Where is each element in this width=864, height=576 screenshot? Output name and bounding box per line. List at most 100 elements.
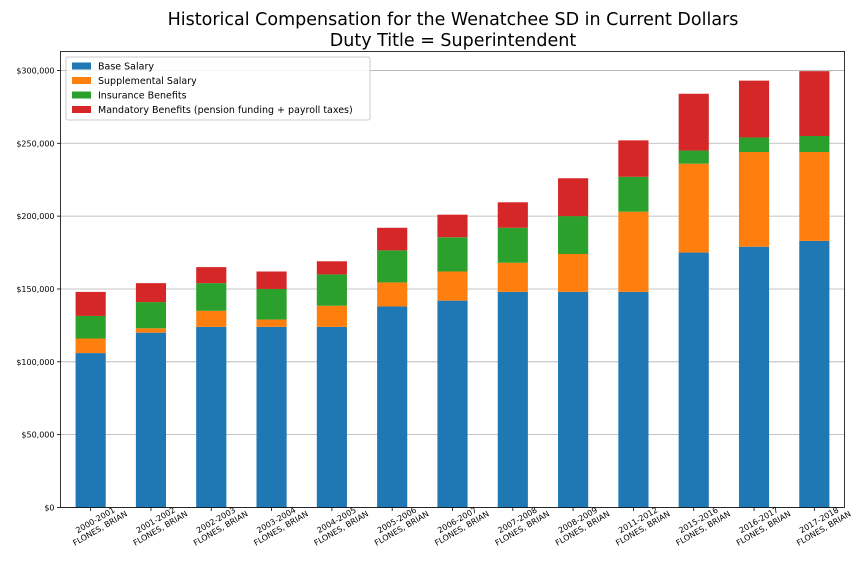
y-tick-label: $250,000 (16, 139, 54, 148)
x-tick-label: 2003-2004FLONES, BRIAN (248, 501, 310, 548)
bar-segment (377, 250, 408, 283)
x-tick-label: 2011-2012FLONES, BRIAN (609, 501, 671, 548)
legend-label: Base Salary (98, 62, 154, 73)
x-tick-label: 2001-2002FLONES, BRIAN (127, 501, 189, 548)
bar-segment (437, 271, 468, 301)
legend-label: Mandatory Benefits (pension funding + pa… (98, 105, 353, 116)
bar-stack (497, 202, 528, 508)
bar-segment (558, 291, 589, 508)
y-tick-label: $0 (44, 504, 54, 513)
bar-segment (678, 93, 709, 151)
bar-segment (196, 283, 227, 311)
bar-segment (558, 178, 589, 217)
bar-segment (75, 315, 106, 339)
bar-segment (799, 71, 830, 136)
bar-stack (196, 267, 227, 508)
bar-stack (75, 291, 106, 508)
bar-segment (738, 137, 770, 153)
y-tick-label: $200,000 (16, 212, 54, 221)
bar-segment (256, 271, 287, 289)
bar-segment (558, 254, 589, 292)
bar-stack (135, 283, 167, 508)
bar-segment (437, 300, 468, 508)
bar-stack (377, 227, 408, 508)
y-axis: $0 $50,000 $100,000 $150,000 $200,000 $250,00… (16, 66, 61, 513)
bar-segment (799, 240, 830, 508)
bar-segment (256, 319, 287, 327)
bar-segment (799, 135, 830, 153)
bar-segment (135, 332, 167, 508)
bar-segment (135, 302, 167, 329)
bar-segment (437, 214, 468, 238)
bar-segment (678, 252, 709, 508)
bar-segment (618, 176, 649, 212)
bar-stack (437, 214, 468, 508)
bar-segment (437, 237, 468, 272)
bar-segment (618, 211, 649, 292)
bar-segment (135, 283, 167, 303)
bar-segment (678, 163, 709, 253)
chart-title: Historical Compensation for the Wenatche… (168, 10, 739, 30)
bar-segment (497, 227, 528, 263)
bar-segment (316, 274, 347, 306)
y-tick-label: $50,000 (21, 431, 54, 440)
x-tick-label: 2004-2005FLONES, BRIAN (308, 501, 370, 548)
chart-subtitle: Duty Title = Superintendent (330, 31, 577, 51)
bar-stack (678, 93, 709, 508)
bar-stack (256, 271, 287, 508)
x-tick-label: 2006-2007FLONES, BRIAN (429, 501, 491, 548)
legend-box (65, 56, 371, 121)
x-tick-label: 2007-2008FLONES, BRIAN (489, 501, 551, 548)
bar-segment (377, 306, 408, 508)
bar-segment (196, 267, 227, 284)
bars (75, 71, 830, 508)
y-tick-label: $300,000 (16, 66, 54, 75)
bar-segment (135, 328, 167, 333)
bar-segment (738, 152, 770, 247)
bar-segment (558, 216, 589, 255)
bar-segment (75, 353, 106, 508)
bar-stack (738, 80, 770, 508)
bar-segment (75, 291, 106, 316)
bar-stack (618, 140, 649, 508)
legend-swatch (72, 91, 91, 99)
y-tick-label: $100,000 (16, 358, 54, 367)
x-tick-label: 2002-2003FLONES, BRIAN (187, 501, 249, 548)
x-tick-label: 2008-2009FLONES, BRIAN (549, 501, 611, 548)
x-axis: 2000-2001FLONES, BRIAN 2001-2002FLONES, B… (67, 501, 852, 548)
bar-segment (618, 140, 649, 177)
bar-stack (799, 71, 830, 508)
bar-segment (738, 80, 770, 138)
bar-segment (497, 291, 528, 508)
bar-segment (377, 282, 408, 307)
bar-segment (497, 202, 528, 228)
bar-segment (377, 227, 408, 251)
x-tick-label: 2017-2018FLONES, BRIAN (790, 501, 852, 548)
bar-segment (678, 150, 709, 164)
bar-stack (558, 178, 589, 508)
x-tick-label: 2000-2001FLONES, BRIAN (67, 501, 129, 548)
bar-segment (316, 261, 347, 275)
legend: Base Salary Supplemental Salary Insurance … (65, 56, 371, 121)
y-tick-label: $150,000 (16, 285, 54, 294)
bar-segment (256, 288, 287, 320)
legend-swatch (72, 62, 91, 70)
bar-segment (75, 338, 106, 354)
x-tick-label: 2016-2017FLONES, BRIAN (730, 501, 792, 548)
bar-segment (618, 291, 649, 508)
x-tick-label: 2005-2006FLONES, BRIAN (368, 501, 430, 548)
x-tick-label: 2015-2016FLONES, BRIAN (670, 501, 732, 548)
bar-segment (256, 326, 287, 508)
bar-segment (196, 310, 227, 327)
bar-segment (738, 246, 770, 508)
bar-segment (497, 262, 528, 292)
bar-segment (316, 326, 347, 508)
bar-segment (196, 326, 227, 508)
bar-segment (316, 305, 347, 327)
legend-swatch (72, 77, 91, 84)
bar-segment (799, 152, 830, 241)
legend-label: Insurance Benefits (98, 91, 187, 102)
legend-swatch (72, 106, 91, 113)
bar-stack (316, 261, 347, 508)
